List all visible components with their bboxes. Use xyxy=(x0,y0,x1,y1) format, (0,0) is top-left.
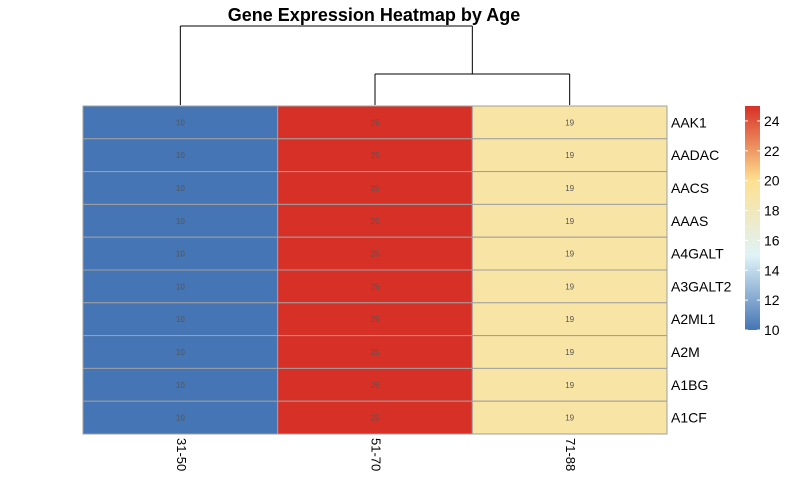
heatmap-cell xyxy=(82,203,279,238)
cell-value-label: 19 xyxy=(565,282,574,291)
heatmap-cell xyxy=(277,236,473,271)
cell-value-label: 19 xyxy=(565,414,574,423)
column-label: 71-88 xyxy=(563,438,578,471)
heatmap-cell xyxy=(277,335,473,369)
heatmap-cell xyxy=(277,367,473,402)
row-label: A1BG xyxy=(671,377,708,393)
cell-value-label: 10 xyxy=(176,118,185,127)
heatmap-cells: 10 25 19 10 25 19 10 25 19 10 25 19 10 25 19 10 25 19 10 25… xyxy=(82,105,668,435)
legend-tick-label: 12 xyxy=(764,292,780,308)
heatmap-cell xyxy=(82,400,279,435)
column-label: 31-50 xyxy=(174,438,189,471)
legend-color-bar xyxy=(745,106,760,330)
heatmap-cell xyxy=(82,236,279,271)
column-labels: 31-50 51-70 71-88 xyxy=(174,438,578,471)
cell-value-label: 19 xyxy=(565,250,574,259)
cell-value-label: 19 xyxy=(565,348,574,357)
heatmap-cell xyxy=(277,171,473,205)
cell-value-label: 25 xyxy=(371,315,380,324)
cell-value-label: 25 xyxy=(371,184,380,193)
heatmap-cell xyxy=(471,138,668,173)
heatmap-cell xyxy=(82,171,279,205)
cell-value-label: 10 xyxy=(176,184,185,193)
heatmap-cell xyxy=(277,203,473,238)
heatmap-cell xyxy=(277,400,473,435)
cell-value-label: 25 xyxy=(371,348,380,357)
cell-value-label: 19 xyxy=(565,118,574,127)
heatmap-cell xyxy=(471,335,668,369)
cell-value-label: 25 xyxy=(371,217,380,226)
cell-value-label: 19 xyxy=(565,381,574,390)
heatmap-cell xyxy=(277,138,473,173)
column-label: 51-70 xyxy=(369,438,384,471)
cell-value-label: 19 xyxy=(565,217,574,226)
heatmap-cell xyxy=(471,236,668,271)
cell-value-label: 10 xyxy=(176,151,185,160)
cell-value-label: 19 xyxy=(565,151,574,160)
row-label: AACS xyxy=(671,180,709,196)
legend-tick-label: 14 xyxy=(764,262,780,278)
cell-value-label: 10 xyxy=(176,348,185,357)
heatmap-cell xyxy=(471,269,668,304)
color-legend: 10 12 14 16 18 20 22 24 xyxy=(745,106,780,338)
legend-tick-label: 16 xyxy=(764,232,780,248)
legend-tick-label: 18 xyxy=(764,203,780,219)
cell-value-label: 25 xyxy=(371,381,380,390)
heatmap-cell xyxy=(471,105,668,140)
cell-value-label: 19 xyxy=(565,184,574,193)
cell-value-label: 10 xyxy=(176,315,185,324)
cell-value-label: 25 xyxy=(371,414,380,423)
legend-tick-label: 20 xyxy=(764,173,780,189)
row-label: A3GALT2 xyxy=(671,278,732,294)
cell-value-label: 10 xyxy=(176,250,185,259)
column-dendrogram xyxy=(179,25,571,105)
cell-value-label: 25 xyxy=(371,282,380,291)
cell-value-label: 25 xyxy=(371,118,380,127)
cell-value-label: 10 xyxy=(176,217,185,226)
heatmap-cell xyxy=(471,203,668,238)
legend-tick-label: 24 xyxy=(764,113,780,129)
row-label: AAK1 xyxy=(671,114,707,130)
row-label: A1CF xyxy=(671,410,707,426)
chart-title: Gene Expression Heatmap by Age xyxy=(228,5,520,25)
cell-value-label: 10 xyxy=(176,381,185,390)
cell-value-label: 19 xyxy=(565,315,574,324)
heatmap-cell xyxy=(471,367,668,402)
heatmap-cell xyxy=(471,400,668,435)
row-label: AAAS xyxy=(671,213,708,229)
cell-value-label: 10 xyxy=(176,414,185,423)
row-label: A2M xyxy=(671,344,700,360)
legend-tick-label: 10 xyxy=(764,322,780,338)
row-label: A4GALT xyxy=(671,246,724,262)
row-label: A2ML1 xyxy=(671,311,716,327)
heatmap-cell xyxy=(82,138,279,173)
row-label: AADAC xyxy=(671,147,719,163)
heatmap-cell xyxy=(277,269,473,304)
cell-value-label: 25 xyxy=(371,151,380,160)
legend-tick-label: 22 xyxy=(764,143,780,159)
heatmap-cell xyxy=(471,302,668,337)
cell-value-label: 25 xyxy=(371,250,380,259)
row-labels: AAK1 AADAC AACS AAAS A4GALT A3GALT2 A2ML1 A2M A1… xyxy=(671,114,732,425)
cell-value-label: 10 xyxy=(176,282,185,291)
